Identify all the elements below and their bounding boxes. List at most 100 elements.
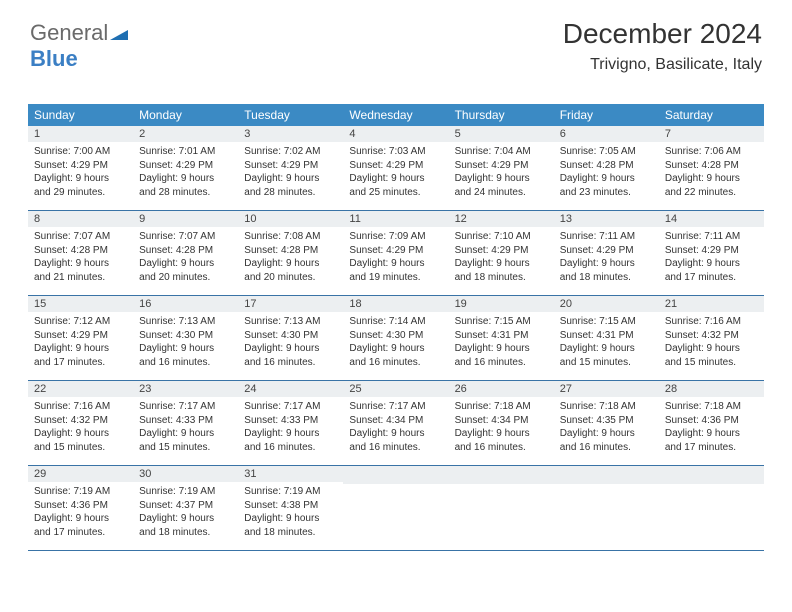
sunrise-line: Sunrise: 7:16 AM xyxy=(34,400,127,414)
daylight-line: Daylight: 9 hours and 16 minutes. xyxy=(349,427,442,454)
daylight-line: Daylight: 9 hours and 23 minutes. xyxy=(560,172,653,199)
date-number: 6 xyxy=(554,126,659,142)
date-number: 5 xyxy=(449,126,554,142)
location-subtitle: Trivigno, Basilicate, Italy xyxy=(563,56,762,74)
daylight-line: Daylight: 9 hours and 16 minutes. xyxy=(139,342,232,369)
sunrise-line: Sunrise: 7:09 AM xyxy=(349,230,442,244)
daylight-line: Daylight: 9 hours and 18 minutes. xyxy=(244,512,337,539)
date-number: 9 xyxy=(133,211,238,227)
calendar-week: 1Sunrise: 7:00 AMSunset: 4:29 PMDaylight… xyxy=(28,126,764,211)
sunset-line: Sunset: 4:30 PM xyxy=(139,329,232,343)
calendar-cell: 4Sunrise: 7:03 AMSunset: 4:29 PMDaylight… xyxy=(343,126,448,210)
sunset-line: Sunset: 4:35 PM xyxy=(560,414,653,428)
date-number: 10 xyxy=(238,211,343,227)
dayname-header: Monday xyxy=(133,104,238,126)
date-number: 15 xyxy=(28,296,133,312)
daylight-line: Daylight: 9 hours and 17 minutes. xyxy=(665,427,758,454)
date-number: 3 xyxy=(238,126,343,142)
calendar-cell: 24Sunrise: 7:17 AMSunset: 4:33 PMDayligh… xyxy=(238,381,343,465)
daylight-line: Daylight: 9 hours and 24 minutes. xyxy=(455,172,548,199)
date-number: 2 xyxy=(133,126,238,142)
sunset-line: Sunset: 4:29 PM xyxy=(455,159,548,173)
sunset-line: Sunset: 4:36 PM xyxy=(34,499,127,513)
daylight-line: Daylight: 9 hours and 16 minutes. xyxy=(455,427,548,454)
sunset-line: Sunset: 4:33 PM xyxy=(244,414,337,428)
sunrise-line: Sunrise: 7:05 AM xyxy=(560,145,653,159)
sunrise-line: Sunrise: 7:19 AM xyxy=(244,485,337,499)
daylight-line: Daylight: 9 hours and 16 minutes. xyxy=(244,342,337,369)
sunset-line: Sunset: 4:37 PM xyxy=(139,499,232,513)
calendar-cell: 15Sunrise: 7:12 AMSunset: 4:29 PMDayligh… xyxy=(28,296,133,380)
sunrise-line: Sunrise: 7:15 AM xyxy=(560,315,653,329)
calendar-cell: 13Sunrise: 7:11 AMSunset: 4:29 PMDayligh… xyxy=(554,211,659,295)
calendar-body: 1Sunrise: 7:00 AMSunset: 4:29 PMDaylight… xyxy=(28,126,764,551)
date-number: 19 xyxy=(449,296,554,312)
daylight-line: Daylight: 9 hours and 18 minutes. xyxy=(455,257,548,284)
calendar-week: 15 Sunrise: 7:12 AMSunset: 4:29 PM Dayligh… xyxy=(28,296,764,381)
calendar-cell: 25Sunrise: 7:17 AMSunset: 4:34 PMDayligh… xyxy=(343,381,448,465)
calendar-cell: 29Sunrise: 7:19 AMSunset: 4:36 PMDayligh… xyxy=(28,466,133,550)
sunrise-line: Sunrise: 7:01 AM xyxy=(139,145,232,159)
sunrise-line: Sunrise: 7:18 AM xyxy=(560,400,653,414)
calendar-cell: 5 Sunrise: 7:04 AMSunset: 4:29 PMDaylight… xyxy=(449,126,554,210)
calendar-cell: 16Sunrise: 7:13 AMSunset: 4:30 PMDayligh… xyxy=(133,296,238,380)
daylight-line: Daylight: 9 hours and 21 minutes. xyxy=(34,257,127,284)
daylight-line: Daylight: 9 hours and 15 minutes. xyxy=(560,342,653,369)
daylight-line: Daylight: 9 hours and 15 minutes. xyxy=(34,427,127,454)
daylight-line: Daylight: 9 hours and 20 minutes. xyxy=(139,257,232,284)
date-number: 29 xyxy=(28,466,133,482)
calendar-cell xyxy=(449,466,554,550)
calendar-week: 29 Sunrise: 7:19 AM Sunset: 4:36 PM Dayligh… xyxy=(28,466,764,551)
dayname-header: Tuesday xyxy=(238,104,343,126)
sunrise-line: Sunrise: 7:13 AM xyxy=(139,315,232,329)
date-number xyxy=(343,466,448,484)
date-number xyxy=(659,466,764,484)
date-number: 18 xyxy=(343,296,448,312)
calendar-cell xyxy=(659,466,764,550)
sunrise-line: Sunrise: 7:07 AM xyxy=(139,230,232,244)
calendar-cell: 8Sunrise: 7:07 AMSunset: 4:28 PMDaylight… xyxy=(28,211,133,295)
daylight-line: Daylight: 9 hours and 16 minutes. xyxy=(560,427,653,454)
calendar-week: 8Sunrise: 7:07 AMSunset: 4:28 PMDaylight… xyxy=(28,211,764,296)
sunrise-line: Sunrise: 7:18 AM xyxy=(455,400,548,414)
calendar-cell: 22Sunrise: 7:16 AMSunset: 4:32 PMDayligh… xyxy=(28,381,133,465)
sunset-line: Sunset: 4:28 PM xyxy=(139,244,232,258)
sunrise-line: Sunrise: 7:13 AM xyxy=(244,315,337,329)
sunset-line: Sunset: 4:29 PM xyxy=(665,244,758,258)
sunset-line: Sunset: 4:36 PM xyxy=(665,414,758,428)
sunrise-line: Sunrise: 7:17 AM xyxy=(244,400,337,414)
dayname-header: Wednesday xyxy=(343,104,448,126)
calendar-cell: 17Sunrise: 7:13 AMSunset: 4:30 PMDayligh… xyxy=(238,296,343,380)
calendar-cell: 21Sunrise: 7:16 AMSunset: 4:32 PMDayligh… xyxy=(659,296,764,380)
sunrise-line: Sunrise: 7:02 AM xyxy=(244,145,337,159)
daylight-line: Daylight: 9 hours and 16 minutes. xyxy=(455,342,548,369)
calendar-cell: 14Sunrise: 7:11 AMSunset: 4:29 PMDayligh… xyxy=(659,211,764,295)
sunset-line: Sunset: 4:31 PM xyxy=(455,329,548,343)
sunrise-line: Sunrise: 7:03 AM xyxy=(349,145,442,159)
sunrise-line: Sunrise: 7:19 AM xyxy=(139,485,232,499)
daylight-line: Daylight: 9 hours and 25 minutes. xyxy=(349,172,442,199)
sunset-line: Sunset: 4:28 PM xyxy=(34,244,127,258)
daylight-line: Daylight: 9 hours and 19 minutes. xyxy=(349,257,442,284)
daylight-line: Daylight: 9 hours and 16 minutes. xyxy=(244,427,337,454)
logo-text-2: Blue xyxy=(30,46,78,71)
calendar-cell xyxy=(343,466,448,550)
sunset-line: Sunset: 4:38 PM xyxy=(244,499,337,513)
sunrise-line: Sunrise: 7:04 AM xyxy=(455,145,548,159)
calendar-cell: 7Sunrise: 7:06 AMSunset: 4:28 PMDaylight… xyxy=(659,126,764,210)
calendar-cell: 11 Sunrise: 7:09 AMSunset: 4:29 PMDayligh… xyxy=(343,211,448,295)
calendar-cell: 27 Sunrise: 7:18 AMSunset: 4:35 PMDayligh… xyxy=(554,381,659,465)
calendar-cell: 10Sunrise: 7:08 AMSunset: 4:28 PMDayligh… xyxy=(238,211,343,295)
sunrise-line: Sunrise: 7:12 AM xyxy=(34,315,127,329)
date-number: 27 xyxy=(554,381,659,397)
daylight-line: Daylight: 9 hours and 29 minutes. xyxy=(34,172,127,199)
sunset-line: Sunset: 4:32 PM xyxy=(665,329,758,343)
logo: General Blue xyxy=(30,20,128,72)
date-number: 4 xyxy=(343,126,448,142)
sunset-line: Sunset: 4:29 PM xyxy=(349,244,442,258)
date-number: 30 xyxy=(133,466,238,482)
sunset-line: Sunset: 4:29 PM xyxy=(34,329,127,343)
date-number: 11 xyxy=(343,211,448,227)
date-number: 20 xyxy=(554,296,659,312)
calendar-cell: 3Sunrise: 7:02 AMSunset: 4:29 PMDaylight… xyxy=(238,126,343,210)
